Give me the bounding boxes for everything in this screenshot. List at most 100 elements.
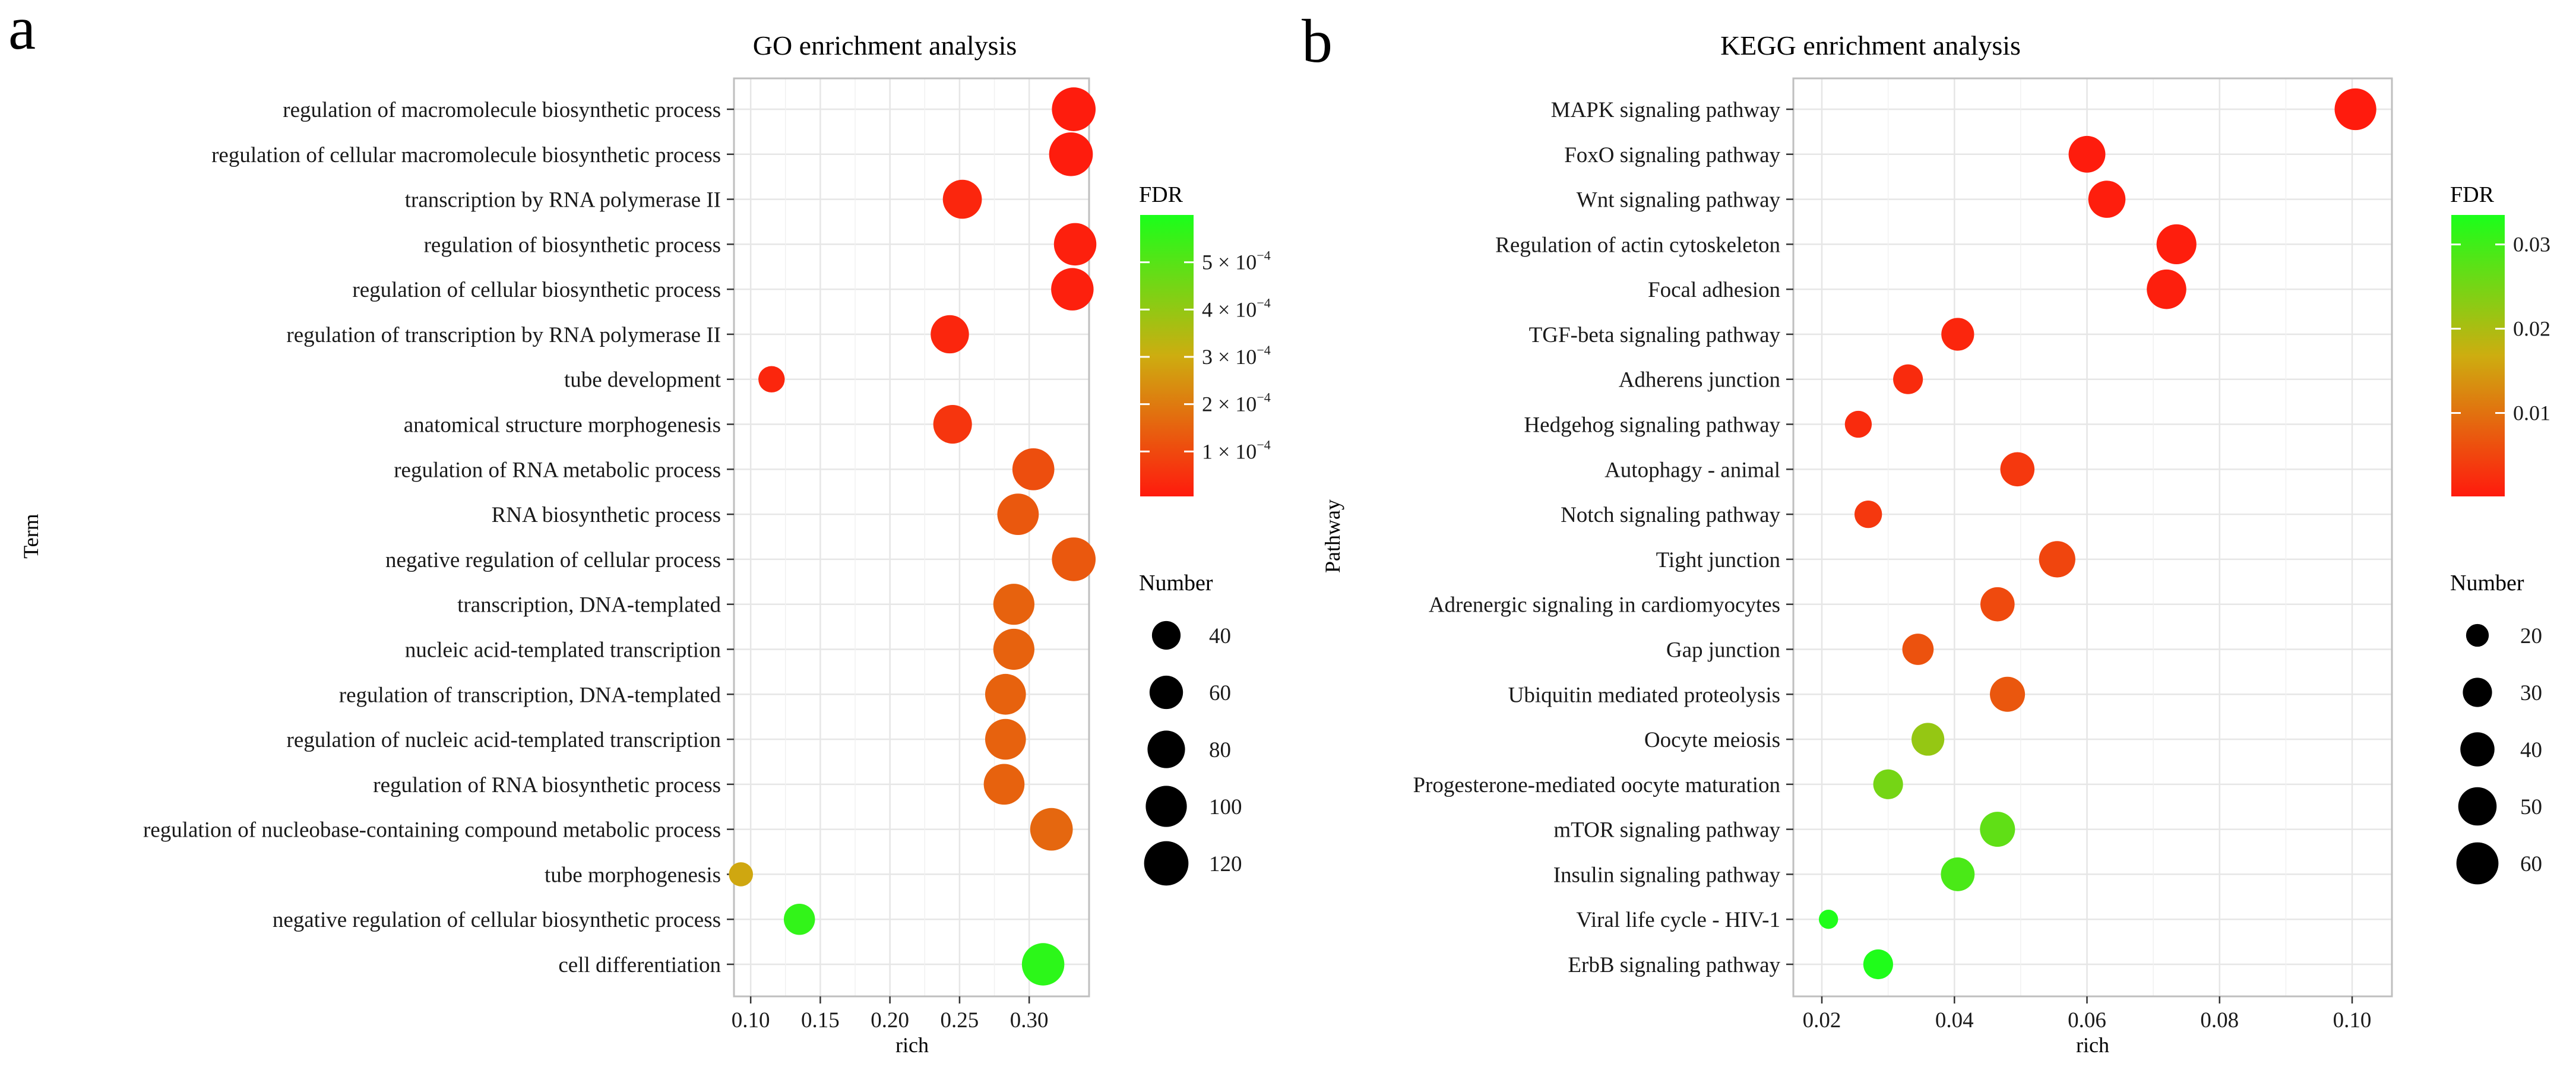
data-point: [1873, 769, 1903, 799]
panel-letter-b: b: [1302, 7, 1333, 75]
kegg-points: [1818, 88, 2376, 980]
data-point: [1863, 949, 1893, 980]
go-x-axis-label: rich: [895, 1033, 929, 1057]
colorbar-tick-label: 2 × 10−4: [1202, 390, 1271, 416]
go-enrichment-panel: a GO enrichment analysis rich Term regul…: [8, 0, 1271, 1057]
category-label: regulation of cellular biosynthetic proc…: [352, 278, 721, 302]
colorbar-tick-label: 1 × 10−4: [1202, 437, 1271, 463]
x-tick-label: 0.10: [2333, 1008, 2372, 1033]
size-key-label: 20: [2520, 624, 2542, 648]
data-point: [1012, 448, 1055, 490]
data-point: [1893, 364, 1923, 394]
data-point: [1053, 223, 1097, 266]
kegg-fdr-legend-title: FDR: [2450, 182, 2495, 207]
kegg-x-axis-label: rich: [2076, 1033, 2109, 1057]
size-key-dot: [1151, 621, 1181, 650]
data-point: [783, 903, 815, 935]
kegg-chart-title: KEGG enrichment analysis: [1720, 30, 2021, 61]
category-label: Notch signaling pathway: [1561, 503, 1780, 527]
category-label: Adrenergic signaling in cardiomyocytes: [1429, 593, 1780, 618]
size-key-dot: [1144, 841, 1189, 886]
go-plot-frame: [733, 77, 1090, 998]
data-point: [1941, 318, 1974, 351]
data-point: [2039, 541, 2075, 578]
category-label: Wnt signaling pathway: [1577, 188, 1781, 213]
size-key-label: 40: [1209, 624, 1231, 648]
colorbar-tick-label: 3 × 10−4: [1202, 343, 1271, 369]
go-y-axis-label: Term: [19, 514, 43, 558]
kegg-plot-frame: [1792, 77, 2393, 998]
category-label: Insulin signaling pathway: [1553, 863, 1781, 887]
category-label: Regulation of actin cytoskeleton: [1495, 233, 1780, 257]
category-label: Focal adhesion: [1648, 278, 1780, 302]
category-label: regulation of transcription, DNA-templat…: [339, 683, 721, 707]
category-label: Adherens junction: [1619, 368, 1780, 392]
category-label: regulation of cellular macromolecule bio…: [211, 143, 721, 167]
data-point: [2088, 181, 2126, 218]
x-tick-label: 0.02: [1803, 1008, 1841, 1033]
category-label: regulation of biosynthetic process: [424, 233, 721, 257]
size-key-label: 30: [2520, 681, 2542, 705]
size-key-dot: [1147, 730, 1185, 768]
go-x-ticks: 0.10 0.15 0.20 0.25 0.30: [732, 996, 1049, 1033]
x-tick-label: 0.10: [732, 1008, 770, 1033]
data-point: [993, 628, 1034, 670]
size-key-dot: [2458, 787, 2497, 826]
colorbar-tick-label: 0.03: [2513, 233, 2550, 257]
size-key-dot: [2463, 678, 2492, 707]
data-point: [1049, 132, 1093, 176]
x-tick-label: 0.30: [1010, 1008, 1049, 1033]
category-label: regulation of nucleobase-containing comp…: [143, 818, 721, 843]
data-point: [993, 584, 1034, 625]
category-label: transcription by RNA polymerase II: [405, 188, 721, 213]
kegg-grid: [1793, 78, 2392, 996]
category-label: nucleic acid-templated transcription: [405, 638, 721, 662]
category-label: MAPK signaling pathway: [1551, 98, 1781, 122]
category-label: cell differentiation: [558, 953, 721, 977]
data-point: [1818, 910, 1838, 929]
size-key-label: 40: [2520, 738, 2542, 762]
kegg-enrichment-panel: b KEGG enrichment analysis rich Pathway …: [1302, 7, 2550, 1057]
kegg-pathway-labels: MAPK signaling pathway FoxO signaling pat…: [1413, 98, 1793, 977]
data-point: [729, 862, 754, 887]
x-tick-label: 0.25: [941, 1008, 979, 1033]
data-point: [931, 315, 969, 354]
data-point: [983, 764, 1025, 805]
data-point: [2068, 135, 2106, 173]
data-point: [1854, 500, 1882, 528]
data-point: [1052, 537, 1096, 581]
data-point: [2000, 452, 2035, 487]
category-label: Tight junction: [1656, 548, 1780, 572]
go-number-legend: Number 40 60 80 100 120: [1139, 571, 1242, 886]
category-label: negative regulation of cellular biosynth…: [273, 908, 721, 932]
colorbar-tick-label: 0.01: [2513, 401, 2550, 425]
size-key-label: 120: [1209, 852, 1242, 876]
go-fdr-legend-title: FDR: [1139, 182, 1183, 207]
go-fdr-legend: FDR 1 × 10−4 2 × 10−4 3 × 10−4 4 × 10−4 5 × …: [1139, 182, 1271, 496]
data-point: [1941, 857, 1975, 891]
data-point: [2156, 224, 2197, 264]
data-point: [1051, 268, 1094, 311]
data-point: [1021, 943, 1065, 986]
x-tick-label: 0.04: [1935, 1008, 1974, 1033]
go-chart-title: GO enrichment analysis: [753, 30, 1017, 61]
kegg-y-axis-label: Pathway: [1321, 499, 1344, 573]
go-number-legend-title: Number: [1139, 571, 1213, 596]
fdr-colorbar: [2451, 215, 2505, 496]
category-label: regulation of RNA biosynthetic process: [373, 773, 721, 797]
size-key-label: 50: [2520, 795, 2542, 819]
category-label: Hedgehog signaling pathway: [1524, 413, 1780, 438]
data-point: [985, 718, 1026, 760]
category-label: regulation of macromolecule biosynthetic…: [283, 98, 721, 122]
data-point: [758, 366, 785, 392]
colorbar-tick-label: 0.02: [2513, 317, 2550, 341]
category-label: FoxO signaling pathway: [1564, 143, 1780, 167]
category-label: mTOR signaling pathway: [1553, 818, 1780, 843]
category-label: ErbB signaling pathway: [1568, 953, 1780, 977]
go-grid: [734, 78, 1089, 996]
data-point: [942, 179, 982, 219]
data-point: [1980, 812, 2015, 847]
category-label: regulation of RNA metabolic process: [394, 458, 721, 482]
